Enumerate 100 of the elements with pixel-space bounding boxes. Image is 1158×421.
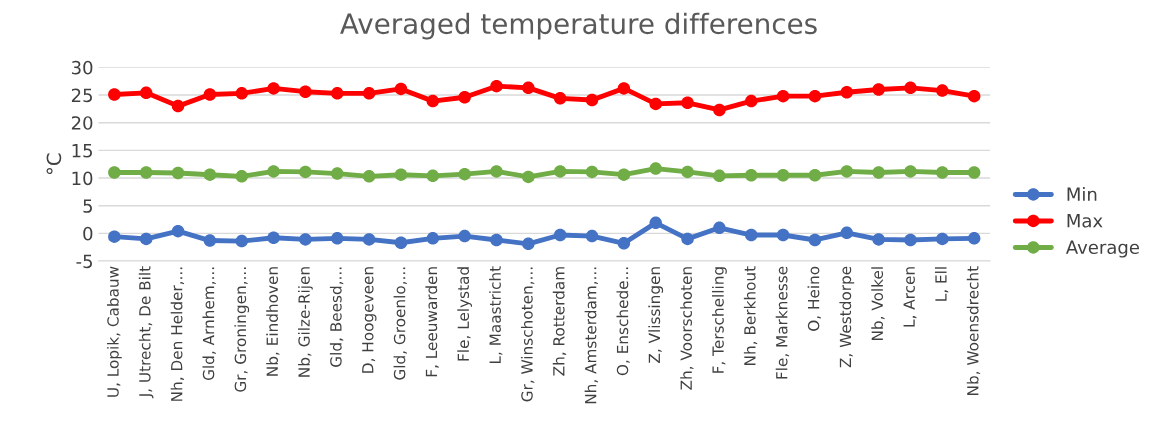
point	[808, 169, 822, 182]
point	[394, 82, 408, 96]
x-tick-label: Gr, Winschoten,...	[520, 267, 535, 402]
point	[267, 82, 280, 95]
point	[108, 88, 121, 101]
point	[235, 87, 248, 100]
point	[776, 169, 790, 182]
point	[331, 87, 344, 100]
x-tick-label: Nb, Volkel	[871, 267, 885, 341]
point	[713, 103, 726, 117]
point	[426, 94, 440, 108]
x-tick-label: Nh, Den Helder,...	[170, 267, 185, 401]
x-tick-label: Fle, Lelystad	[457, 267, 473, 361]
point	[139, 232, 153, 246]
x-tick-label: Nb, Gilze-Rijen	[298, 267, 313, 377]
legend-label: Average	[1065, 240, 1139, 258]
point	[426, 232, 440, 245]
point	[139, 166, 153, 179]
x-tick-label: Z, Vlissingen	[648, 267, 664, 363]
point	[171, 166, 185, 180]
x-tick-label: D, Hoogeveen	[362, 267, 377, 373]
point	[904, 81, 917, 95]
point	[776, 228, 790, 242]
point	[967, 166, 981, 179]
x-tick-label: Gld, Groenlo,...	[393, 267, 407, 380]
point	[362, 87, 376, 100]
point	[617, 82, 631, 95]
point	[745, 169, 758, 182]
y-tick-label: 30	[71, 60, 93, 75]
y-tick-label: 5	[83, 199, 92, 213]
point	[713, 221, 726, 235]
point	[108, 230, 121, 243]
point	[904, 165, 917, 178]
x-tick-label: O, Enschede...	[616, 267, 630, 376]
point	[490, 233, 503, 247]
y-tick-label: 15	[72, 144, 92, 158]
x-tick-label: Nb, Eindhoven	[266, 267, 280, 376]
point	[840, 226, 854, 240]
point	[617, 168, 631, 181]
x-tick-label: U, Lopik, Cabauw	[106, 266, 122, 397]
x-tick-label: L, Arcen	[903, 267, 917, 327]
point	[203, 88, 217, 101]
x-tick-label: Gld, Arnhem,...	[202, 267, 216, 381]
point	[649, 162, 662, 175]
point	[235, 170, 248, 183]
point	[872, 233, 885, 246]
point	[171, 224, 185, 238]
point	[458, 90, 471, 104]
point	[299, 85, 312, 98]
point	[394, 236, 408, 250]
point	[458, 167, 471, 181]
point	[553, 165, 567, 178]
x-tick-label: F, Terschelling	[712, 267, 727, 373]
point	[681, 96, 694, 110]
point	[139, 86, 153, 100]
point	[267, 231, 280, 245]
point	[808, 89, 822, 103]
point	[585, 165, 599, 179]
point	[490, 165, 503, 178]
point	[426, 169, 440, 183]
point	[522, 237, 535, 251]
x-tick-label: L, Maastricht	[489, 266, 503, 364]
point	[553, 228, 567, 242]
point	[331, 167, 344, 180]
point	[713, 169, 726, 183]
x-tick-label: Gr, Groningen,...	[234, 267, 250, 392]
point	[745, 94, 758, 108]
point	[840, 165, 854, 178]
point	[235, 234, 248, 248]
point	[299, 233, 312, 246]
x-tick-label: Gld, Beesd,...	[329, 267, 344, 367]
x-tick-label: Nb, Woensdrecht	[966, 266, 981, 395]
point	[649, 216, 662, 230]
point	[394, 168, 408, 181]
point	[872, 166, 885, 179]
point	[522, 81, 535, 95]
point	[649, 97, 662, 111]
chart-title: Averaged temperature differences	[340, 12, 817, 40]
y-tick-label: 20	[71, 116, 93, 130]
point	[681, 165, 694, 179]
point	[553, 92, 567, 105]
point	[776, 89, 790, 103]
point	[681, 232, 694, 246]
y-axis-title: °C	[46, 153, 62, 174]
point	[203, 168, 217, 181]
point	[490, 79, 503, 93]
y-tick-label: 0	[83, 226, 93, 241]
point	[331, 232, 344, 245]
y-tick-label: 25	[71, 88, 92, 103]
point	[522, 170, 535, 184]
point	[936, 232, 949, 246]
point	[936, 84, 949, 97]
point	[171, 99, 185, 113]
x-tick-label: Z, Westdorpe	[839, 266, 855, 368]
point	[808, 233, 822, 247]
legend-label: Min	[1067, 187, 1097, 201]
point	[840, 86, 854, 99]
point	[904, 233, 917, 247]
point	[872, 83, 885, 96]
point	[267, 165, 280, 178]
